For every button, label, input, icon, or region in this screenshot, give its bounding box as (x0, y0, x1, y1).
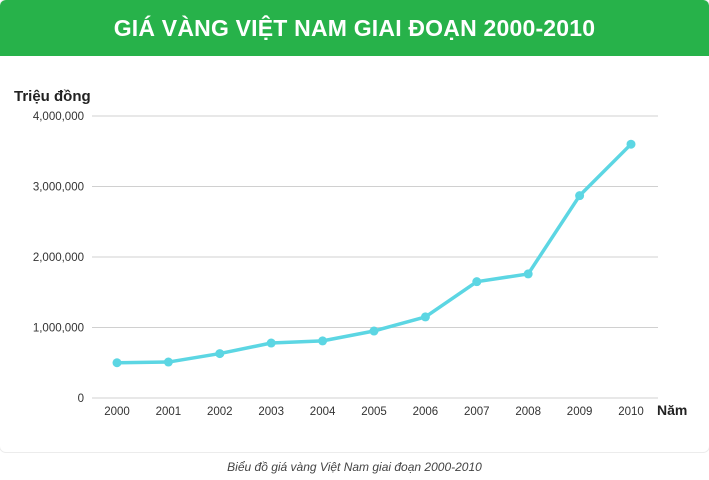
chart-card: GIÁ VÀNG VIỆT NAM GIAI ĐOẠN 2000-2010 (0, 0, 709, 56)
x-tick-label: 2001 (156, 406, 182, 418)
x-tick-label: 2005 (361, 406, 387, 418)
data-point (318, 336, 328, 346)
x-tick-label: 2006 (413, 406, 439, 418)
y-tick-label: 1,000,000 (33, 323, 84, 335)
x-tick-label: 2008 (515, 406, 541, 418)
data-point (472, 277, 482, 287)
x-tick-label: 2000 (104, 406, 130, 418)
data-point (163, 357, 173, 367)
line-chart: Triệu đồng 0 1,000,000 2,000,000 3,000,000 4,… (14, 88, 687, 418)
x-tick-label: 2002 (207, 406, 233, 418)
data-point (523, 269, 533, 279)
data-point (626, 139, 636, 149)
data-point (575, 191, 585, 201)
chart-caption: Biểu đồ giá vàng Việt Nam giai đoạn 2000… (227, 460, 482, 474)
data-point (266, 338, 276, 348)
y-tick-label: 3,000,000 (33, 182, 84, 194)
y-tick-label: 4,000,000 (33, 111, 84, 123)
x-axis-label: Năm (657, 402, 687, 418)
data-point (369, 326, 379, 336)
chart-title: GIÁ VÀNG VIỆT NAM GIAI ĐOẠN 2000-2010 (0, 0, 709, 56)
y-tick-label: 0 (78, 393, 84, 405)
x-tick-label: 2003 (258, 406, 284, 418)
data-point (112, 358, 122, 368)
x-tick-label: 2010 (618, 406, 644, 418)
data-point (215, 349, 225, 359)
x-tick-label: 2004 (310, 406, 336, 418)
y-tick-label: 2,000,000 (33, 252, 84, 264)
y-axis-label: Triệu đồng (14, 88, 91, 105)
data-point (420, 312, 430, 322)
x-tick-label: 2009 (567, 406, 593, 418)
x-tick-label: 2007 (464, 406, 490, 418)
